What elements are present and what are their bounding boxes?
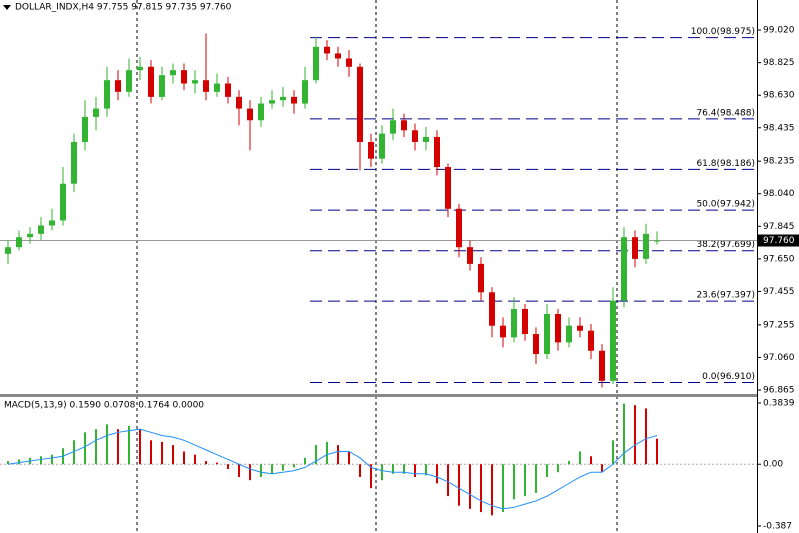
candle-body [192,80,198,84]
candle-body [115,80,121,92]
last-price-label: 97.760 [763,236,795,246]
y-tick-label: 98.435 [763,123,795,133]
candle-body [467,247,473,264]
macd-y-tick-label: 0.00 [763,460,783,470]
candle-body [280,96,286,101]
symbol-icon [3,5,11,10]
y-tick-label: 99.020 [763,26,795,36]
candle-body [478,263,484,293]
candle-body [225,83,231,97]
candle-body [401,120,407,131]
candle-body [654,240,660,242]
candle-body [335,53,341,59]
candle-body [247,108,253,121]
candle-body [38,225,44,234]
y-tick-label: 98.630 [763,91,795,101]
candle-body [214,83,220,92]
macd-y-tick-label: 0.3839 [763,398,795,408]
candle-body [621,237,627,301]
chart-header: DOLLAR_INDX,H4 97.755 97.815 97.735 97.7… [15,3,232,13]
fib-label: 38.2(97.699) [696,240,755,250]
candle-body [104,80,110,109]
fib-label: 23.6(97.397) [696,291,755,301]
period-separators [136,0,618,533]
y-tick-label: 97.650 [763,254,795,264]
candle-body [533,334,539,355]
candle-body [60,183,66,221]
candle-body [159,75,165,97]
y-tick-label: 98.040 [763,189,795,199]
candle-body [291,96,297,104]
candle-body [599,350,605,381]
y-tick-label: 97.455 [763,287,795,297]
y-tick-label: 97.845 [763,222,795,232]
candle-body [269,100,275,104]
candle-body [49,220,55,226]
fib-label: 100.0(98.975) [691,27,755,37]
candle-body [5,247,11,254]
candle-body [489,292,495,326]
candle-body [27,233,33,238]
candle-body [82,116,88,142]
candle-body [456,208,462,248]
candle-body [368,141,374,159]
candle-body [610,300,616,381]
candle-body [313,46,319,81]
y-tick-label: 96.865 [763,385,795,395]
candle-body [170,70,176,76]
candle-body [555,313,561,343]
y-tick-label: 98.825 [763,58,795,68]
candle-body [236,96,242,109]
candle-body [181,70,187,84]
fib-label: 50.0(97.942) [696,200,755,210]
candle-body [577,325,583,331]
candle-body [423,136,429,142]
candle-body [632,237,638,259]
candle-body [566,325,572,343]
candle-body [258,103,264,121]
candle-body [71,141,77,184]
y-tick-label: 97.255 [763,320,795,330]
candle-body [379,133,385,159]
candle-body [588,330,594,351]
candle-body [500,325,506,338]
candle-body [390,120,396,134]
candle-body [324,46,330,54]
candle-body [148,66,154,97]
candle-body [445,167,451,209]
y-tick-label: 98.235 [763,157,795,167]
macd-signal-line [7,428,658,510]
candle-body [137,66,143,71]
macd-title: MACD(5,13,9) 0.1590 0.0708 0.1764 0.0000 [4,401,204,411]
fib-label: 0.0(96.910) [702,372,755,382]
candle-body [412,130,418,142]
candle-body [93,108,99,117]
candle-body [357,66,363,142]
candle-body [346,58,352,67]
candle-body [434,136,440,168]
candle-body [643,233,649,259]
fib-label: 61.8(98.186) [696,159,755,169]
candle-body [302,80,308,104]
candle-body [511,308,517,338]
candle-body [126,70,132,92]
candle-body [16,237,22,248]
macd-y-tick-label: -0.387 [763,521,792,531]
candle-body [203,80,209,92]
last-price-box [758,234,799,247]
fib-label: 76.4(98.488) [696,108,755,118]
candle-body [522,308,528,335]
y-tick-label: 97.060 [763,353,795,363]
candle-body [544,313,550,355]
